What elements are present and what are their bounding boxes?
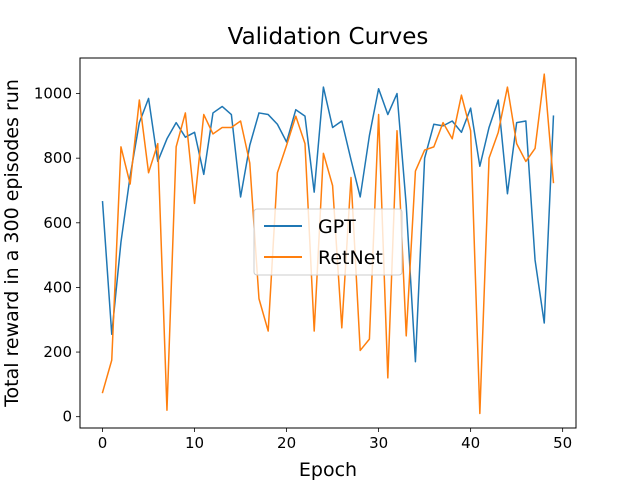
chart-title: Validation Curves [228, 24, 429, 50]
x-tick-label: 10 [185, 434, 204, 452]
x-tick-label: 40 [461, 434, 480, 452]
series-layer [101, 73, 555, 415]
legend: GPT RetNet [253, 208, 403, 276]
y-tick-label: 1000 [34, 85, 72, 103]
x-tick-label: 0 [98, 434, 108, 452]
x-tick-label: 50 [553, 434, 572, 452]
y-tick-label: 0 [62, 408, 72, 426]
plot-area-frame [79, 57, 577, 429]
y-tick-label: 200 [43, 343, 72, 361]
y-axis-label: Total reward in a 300 episodes run [1, 79, 23, 408]
x-axis-ticks: 0 10 20 30 40 50 [98, 428, 572, 452]
series-line-gpt [101, 86, 555, 363]
legend-label-retnet: RetNet [318, 247, 383, 269]
x-axis-label: Epoch [299, 459, 357, 480]
y-tick-label: 800 [43, 149, 72, 167]
y-tick-label: 600 [43, 214, 72, 232]
y-tick-label: 400 [43, 278, 72, 296]
y-axis-ticks: 0 200 400 600 800 1000 [34, 85, 80, 426]
x-tick-label: 30 [369, 434, 388, 452]
series-line-retnet [101, 73, 555, 415]
x-tick-label: 20 [277, 434, 296, 452]
legend-label-gpt: GPT [318, 216, 356, 238]
